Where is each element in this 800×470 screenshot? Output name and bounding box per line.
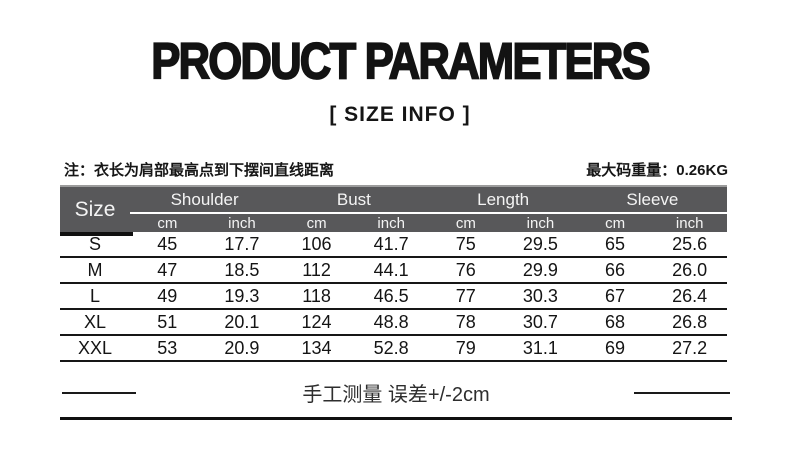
header-divider-line (130, 212, 727, 214)
unit-header: inch (675, 214, 704, 232)
value-cell: 66 (605, 259, 626, 280)
value-cell: 30.7 (522, 311, 558, 332)
group-header-length: Length (477, 189, 530, 209)
value-cell: 25.6 (672, 233, 708, 254)
size-label: M (87, 259, 103, 280)
size-label: L (89, 285, 100, 306)
value-cell: 77 (455, 285, 476, 306)
right-dash-line (634, 392, 730, 394)
value-cell: 26.0 (672, 259, 708, 280)
group-header-sleeve: Sleeve (626, 189, 679, 209)
value-cell: 18.5 (224, 259, 260, 280)
value-cell: 20.1 (224, 311, 260, 332)
measure-group-header-row: Shoulder Bust Length Sleeve (130, 188, 727, 211)
garment-length-note: 注：衣长为肩部最高点到下摆间直线距离 (64, 162, 335, 179)
unit-header: inch (228, 214, 256, 232)
table-row: S 45 17.7 106 41.7 75 29.5 65 25.6 (60, 232, 727, 258)
value-cell: 46.5 (373, 285, 409, 306)
table-row: L 49 19.3 118 46.5 77 30.3 67 26.4 (60, 284, 727, 310)
value-cell: 47 (157, 259, 178, 280)
value-cell: 68 (605, 311, 626, 332)
value-cell: 45 (157, 233, 178, 254)
measurement-tolerance-note: 手工测量 误差+/-2cm (302, 384, 490, 406)
subtitle-size-info: [ SIZE INFO ] (329, 103, 471, 126)
value-cell: 41.7 (373, 233, 409, 254)
group-header-shoulder: Shoulder (170, 189, 239, 209)
table-row: M 47 18.5 112 44.1 76 29.9 66 26.0 (60, 258, 727, 284)
value-cell: 53 (157, 337, 178, 358)
left-dash-line (62, 392, 136, 394)
unit-header-row: cm inch cm inch cm inch cm inch (130, 214, 727, 232)
value-cell: 79 (455, 337, 476, 358)
table-header: Size Shoulder Bust Length Sleeve cm inch… (60, 185, 727, 232)
value-cell: 48.8 (373, 311, 409, 332)
value-cell: 30.3 (522, 285, 558, 306)
unit-header: cm (306, 214, 327, 232)
value-cell: 29.9 (522, 259, 558, 280)
bottom-divider-line (60, 417, 732, 420)
group-header-bust: Bust (336, 189, 371, 209)
value-cell: 52.8 (373, 337, 409, 358)
table-row: XL 51 20.1 124 48.8 78 30.7 68 26.8 (60, 310, 727, 336)
measurement-tolerance-row: 手工测量 误差+/-2cm (60, 378, 732, 406)
value-cell: 20.9 (224, 337, 260, 358)
value-cell: 76 (455, 259, 476, 280)
unit-header: inch (526, 214, 555, 232)
value-cell: 26.4 (672, 285, 708, 306)
size-label: XXL (77, 337, 113, 358)
page-title: PRODUCT PARAMETERS (150, 31, 651, 90)
max-size-weight-note: 最大码重量：0.26KG (586, 162, 728, 179)
value-cell: 19.3 (224, 285, 260, 306)
unit-header: inch (377, 214, 405, 232)
value-cell: 69 (605, 337, 626, 358)
size-column-header: Size (74, 197, 116, 221)
table-row: XXL 53 20.9 134 52.8 79 31.1 69 27.2 (60, 336, 727, 362)
value-cell: 67 (605, 285, 626, 306)
value-cell: 29.5 (522, 233, 558, 254)
value-cell: 75 (455, 233, 476, 254)
value-cell: 112 (302, 259, 331, 280)
size-table: Size Shoulder Bust Length Sleeve cm inch… (60, 185, 727, 362)
unit-header: cm (455, 214, 476, 232)
unit-header: cm (157, 214, 178, 232)
value-cell: 31.1 (522, 337, 558, 358)
size-column-underline (60, 232, 133, 236)
value-cell: 27.2 (672, 337, 708, 358)
value-cell: 49 (157, 285, 178, 306)
value-cell: 65 (605, 233, 626, 254)
value-cell: 17.7 (224, 233, 260, 254)
value-cell: 26.8 (672, 311, 708, 332)
value-cell: 51 (157, 311, 178, 332)
value-cell: 44.1 (373, 259, 409, 280)
unit-header: cm (605, 214, 626, 232)
size-label: S (88, 233, 101, 254)
size-label: XL (83, 311, 107, 332)
value-cell: 124 (301, 311, 332, 332)
value-cell: 134 (301, 337, 332, 358)
value-cell: 106 (301, 233, 332, 254)
value-cell: 118 (302, 285, 331, 306)
note-row: 注：衣长为肩部最高点到下摆间直线距离 最大码重量：0.26KG (64, 159, 728, 180)
value-cell: 78 (455, 311, 476, 332)
